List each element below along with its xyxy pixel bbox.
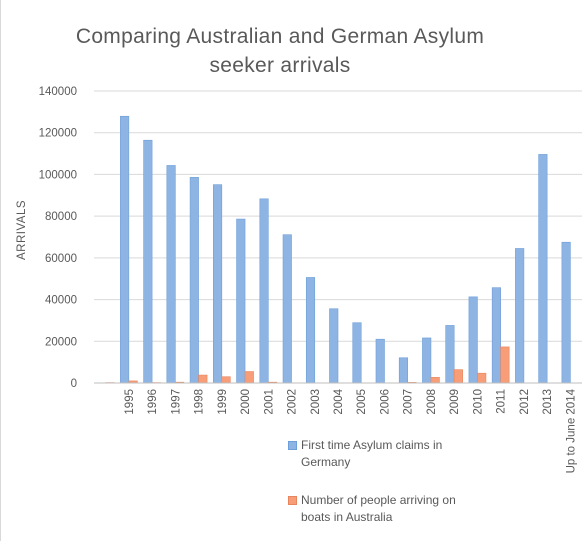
y-tick-label: 140000 xyxy=(39,86,77,98)
bar-germany-2010 xyxy=(468,296,478,384)
bar-germany-2001 xyxy=(259,198,269,384)
x-axis-ticks: 1995 1996 1997 1998 1999 2000 2001 2002 2003 2004… xyxy=(124,388,578,473)
x-tick-label: 2010 xyxy=(472,389,484,415)
y-tick-label: 100000 xyxy=(39,169,77,181)
x-tick-label: 2011 xyxy=(496,389,508,414)
bar-germany-2012 xyxy=(515,248,525,384)
y-tick-label: 80000 xyxy=(45,211,77,223)
y-axis-ticks: 0 20000 40000 60000 80000 100000 120000 140000 xyxy=(39,86,77,390)
bar-australia-1999 xyxy=(221,376,231,384)
x-tick-label: 2008 xyxy=(426,389,438,415)
bars xyxy=(105,115,571,384)
legend-label-germany: First time Asylum claims in Germany xyxy=(301,438,443,469)
x-tick-label: 1998 xyxy=(194,389,206,415)
bar-germany-2005 xyxy=(352,322,362,384)
chart-title: Comparing Australian and German Asylum s… xyxy=(75,25,485,77)
bar-germany-2007 xyxy=(398,357,409,384)
legend-label-australia: Number of people arriving on boats in Au… xyxy=(301,493,456,524)
bar-germany-2006 xyxy=(375,338,385,384)
bar-germany-2013 xyxy=(538,154,548,384)
bar-germany-2009 xyxy=(445,325,455,384)
bar-germany-1998 xyxy=(189,177,199,384)
bar-germany-2002 xyxy=(282,234,292,384)
bar-germany-1997 xyxy=(166,165,176,384)
x-tick-label: 2012 xyxy=(519,389,531,415)
x-tick-label: 2001 xyxy=(263,389,275,415)
x-tick-label: 2007 xyxy=(403,389,415,415)
bar-australia-1998 xyxy=(198,374,208,384)
bar-germany-1999 xyxy=(213,184,223,384)
bar-australia-2008 xyxy=(430,377,440,384)
x-tick-label: 2009 xyxy=(449,389,461,415)
y-tick-label: 60000 xyxy=(45,253,77,265)
bar-germany-2004 xyxy=(329,308,339,384)
y-axis-title: ARRIVALS xyxy=(16,200,28,260)
bar-germany-2000 xyxy=(236,218,246,384)
bar-germany-2003 xyxy=(305,277,316,384)
x-tick-label: 2004 xyxy=(333,388,345,414)
x-tick-label: 1999 xyxy=(217,389,229,415)
bar-australia-2000 xyxy=(244,371,254,384)
bar-germany-1995 xyxy=(120,115,130,384)
bar-australia-2011 xyxy=(500,346,510,384)
y-tick-label: 120000 xyxy=(39,128,77,140)
y-tick-label: 20000 xyxy=(45,336,77,348)
bar-germany-2008 xyxy=(422,337,432,384)
x-tick-label: 1997 xyxy=(170,389,182,415)
y-tick-label: 40000 xyxy=(45,295,77,307)
x-tick-label: 1995 xyxy=(124,389,136,415)
x-tick-label: 2013 xyxy=(542,389,554,415)
bar-germany-2011 xyxy=(491,287,501,384)
bar-germany-1996 xyxy=(143,139,153,384)
x-tick-label: Up to June 2014 xyxy=(565,388,577,473)
x-tick-label: 2000 xyxy=(240,389,252,415)
x-tick-label: 2002 xyxy=(287,389,299,415)
bar-australia-2010 xyxy=(477,372,487,384)
x-tick-label: 2006 xyxy=(379,389,391,415)
x-tick-label: 2003 xyxy=(310,389,322,415)
y-tick-label: 0 xyxy=(71,378,77,390)
x-tick-label: 2005 xyxy=(356,389,368,415)
legend-swatch-australia xyxy=(288,496,297,505)
bar-australia-2009 xyxy=(453,369,463,384)
bar-germany-Up to June 2014 xyxy=(561,241,571,384)
x-tick-label: 1996 xyxy=(147,389,159,415)
legend-swatch-germany xyxy=(288,441,297,450)
